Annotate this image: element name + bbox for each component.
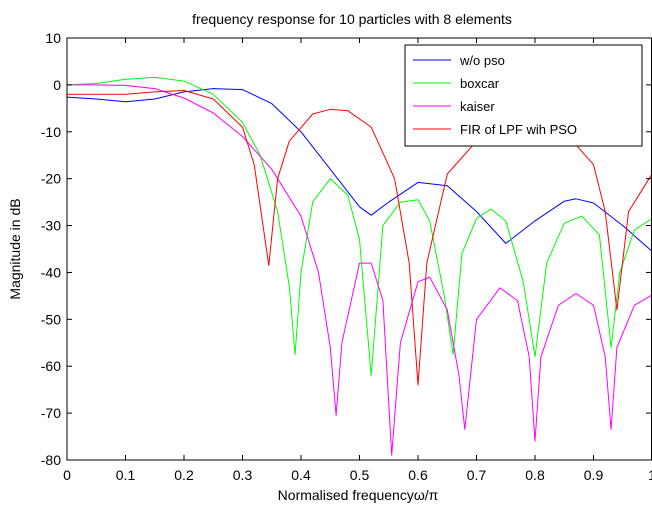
y-tick-label: -30: [41, 218, 61, 234]
y-tick-label: -70: [41, 405, 61, 421]
series-line-3: [67, 84, 652, 456]
legend-label-4: FIR of LPF wih PSO: [460, 122, 577, 137]
x-tick-label: 1: [648, 467, 652, 483]
x-tick-label: 0.1: [116, 467, 136, 483]
series-line-1: [67, 88, 652, 252]
y-tick-label: 0: [53, 77, 61, 93]
x-tick-label: 0.2: [174, 467, 194, 483]
x-tick-label: 0.7: [467, 467, 487, 483]
x-axis-title: Normalised frequencyω/π: [278, 487, 439, 503]
x-tick-label: 0.6: [408, 467, 428, 483]
x-tick-label: 0.5: [350, 467, 370, 483]
x-tick-label: 0.4: [291, 467, 311, 483]
legend-label-1: w/o pso: [459, 53, 505, 68]
series-line-2: [67, 76, 652, 377]
x-tick-label: 0.9: [584, 467, 604, 483]
x-tick-label: 0: [63, 467, 71, 483]
chart-title: frequency response for 10 particles with…: [192, 11, 512, 27]
legend-label-3: kaiser: [460, 99, 495, 114]
axes: 0 0.1 0.2 0.3 0.4 0.5 0.6 0.7 0.8 0.9 1 10 0 -10 -20 -3…: [41, 30, 652, 483]
y-tick-label: -20: [41, 171, 61, 187]
y-tick-label: 10: [45, 30, 61, 46]
legend-box: [404, 44, 643, 147]
legend-label-2: boxcar: [460, 76, 500, 91]
y-tick-label: -40: [41, 264, 61, 280]
legend: w/o pso boxcar kaiser FIR of LPF wih PSO: [404, 44, 643, 147]
y-axis-title: Magnitude in dB: [7, 198, 23, 299]
y-tick-label: -80: [41, 452, 61, 468]
y-tick-label: -10: [41, 124, 61, 140]
y-tick-label: -60: [41, 358, 61, 374]
x-tick-label: 0.3: [233, 467, 253, 483]
x-tick-label: 0.8: [525, 467, 545, 483]
y-tick-label: -50: [41, 311, 61, 327]
